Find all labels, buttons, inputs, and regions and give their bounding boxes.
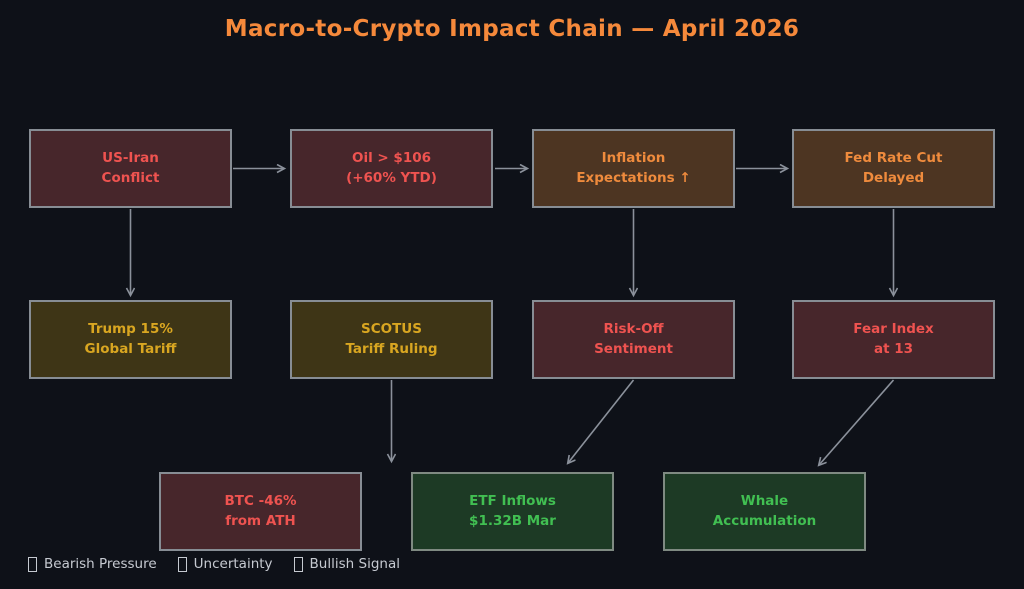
legend-label: Bearish Pressure: [44, 556, 157, 572]
node-label: Inflation: [601, 149, 666, 166]
legend-swatch-icon: [28, 556, 37, 572]
page-title: Macro-to-Crypto Impact Chain — April 202…: [224, 16, 800, 42]
legend: Bearish Pressure Uncertainty Bullish Sig…: [28, 554, 400, 574]
legend-swatch-icon: [177, 556, 187, 572]
legend-label: Bullish Signal: [309, 556, 400, 572]
node-label: at 13: [873, 340, 914, 357]
node-label: Conflict: [101, 169, 160, 186]
node-label: SCOTUS: [360, 320, 422, 337]
legend-item-bearish: Bearish Pressure: [28, 556, 157, 572]
legend-swatch-icon: [293, 556, 303, 572]
node-label: US-Iran: [102, 149, 159, 166]
node-inflation-expectations: Inflation Expectations ↑: [532, 129, 735, 208]
node-label: Expectations ↑: [576, 169, 691, 186]
node-label: Trump 15%: [88, 320, 173, 337]
node-us-iran-conflict: US-Iran Conflict: [29, 129, 232, 208]
node-label: Risk-Off: [603, 320, 664, 337]
legend-label: Uncertainty: [193, 556, 273, 572]
node-etf-inflows: ETF Inflows $1.32B Mar: [411, 472, 614, 551]
node-label: (+60% YTD): [346, 169, 437, 186]
node-label: Fed Rate Cut: [844, 149, 943, 166]
node-label: $1.32B Mar: [469, 512, 556, 529]
node-label: Whale: [740, 492, 789, 509]
node-trump-global-tariff: Trump 15% Global Tariff: [29, 300, 232, 379]
node-label: Fear Index: [853, 320, 934, 337]
node-label: Tariff Ruling: [345, 340, 438, 357]
node-fed-rate-cut-delayed: Fed Rate Cut Delayed: [792, 129, 995, 208]
node-fear-index: Fear Index at 13: [792, 300, 995, 379]
edge-riskoff-to-etf: [568, 379, 635, 463]
node-whale-accumulation: Whale Accumulation: [663, 472, 866, 551]
node-scotus-tariff-ruling: SCOTUS Tariff Ruling: [290, 300, 493, 379]
node-label: Oil > $106: [351, 149, 432, 166]
node-label: Accumulation: [712, 512, 817, 529]
legend-item-bullish: Bullish Signal: [293, 556, 400, 572]
node-label: Sentiment: [594, 340, 673, 357]
legend-item-uncertainty: Uncertainty: [177, 556, 273, 572]
node-label: from ATH: [225, 512, 296, 529]
edge-fearindex-to-whale: [819, 379, 895, 465]
node-label: Delayed: [862, 169, 925, 186]
node-label: Global Tariff: [84, 340, 177, 357]
node-label: ETF Inflows: [469, 492, 556, 509]
node-risk-off-sentiment: Risk-Off Sentiment: [532, 300, 735, 379]
node-oil-price: Oil > $106 (+60% YTD): [290, 129, 493, 208]
node-label: BTC -46%: [224, 492, 297, 509]
node-btc-drawdown: BTC -46% from ATH: [159, 472, 362, 551]
